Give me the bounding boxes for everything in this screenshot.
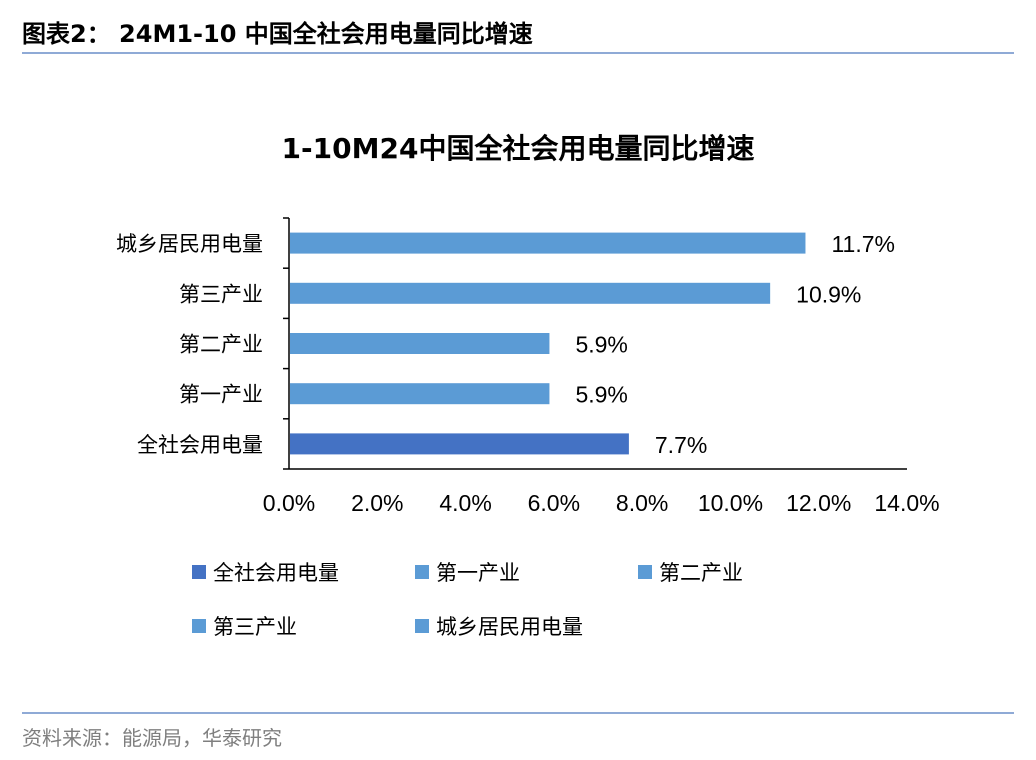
category-label-5: 城乡居民用电量	[116, 232, 263, 256]
category-label-1: 全社会用电量	[137, 433, 263, 457]
x-tick-label-1: 2.0%	[351, 490, 403, 516]
data-label-2: 5.9%	[575, 382, 627, 408]
legend-swatch-2	[415, 565, 429, 579]
bar-5	[290, 232, 806, 254]
legend-label-1: 全社会用电量	[213, 561, 339, 585]
bars-layer: 7.7% 5.9% 5.9% 10.9% 11.7%	[290, 231, 895, 458]
category-label-2: 第一产业	[179, 383, 263, 407]
x-tick-label-6: 12.0%	[786, 490, 851, 516]
x-tick-label-7: 14.0%	[874, 490, 939, 516]
bar-chart: 1-10M24中国全社会用电量同比增速 7.7% 5.9% 5.9% 10.9% 11.…	[116, 132, 940, 639]
legend-swatch-5	[415, 619, 429, 633]
bar-2	[290, 383, 550, 405]
data-label-4: 10.9%	[796, 281, 861, 307]
legend-label-4: 第三产业	[213, 615, 297, 639]
footer-rule	[22, 712, 1014, 714]
legend-swatch-4	[192, 619, 206, 633]
x-tick-label-3: 6.0%	[528, 490, 580, 516]
figure-header: 图表2： 24M1-10 中国全社会用电量同比增速	[22, 20, 533, 48]
bar-4	[290, 282, 771, 304]
chart-title: 1-10M24中国全社会用电量同比增速	[282, 132, 755, 165]
category-label-4: 第三产业	[179, 282, 263, 306]
x-tick-label-0: 0.0%	[263, 490, 315, 516]
x-tick-label-2: 4.0%	[439, 490, 491, 516]
category-label-3: 第二产业	[179, 333, 263, 357]
x-tick-label-5: 10.0%	[698, 490, 763, 516]
bar-3	[290, 333, 550, 354]
legend-swatch-3	[638, 565, 652, 579]
legend-swatch-1	[192, 565, 206, 579]
source-note: 资料来源：能源局，华泰研究	[22, 726, 282, 750]
legend-label-2: 第一产业	[436, 561, 520, 585]
header-rule	[22, 52, 1014, 54]
data-label-1: 7.7%	[655, 432, 707, 458]
axes-layer: 全社会用电量 第一产业 第二产业 第三产业 城乡居民用电量 0.0% 2.0% 4.0% 6.0…	[116, 217, 940, 516]
data-label-5: 11.7%	[831, 231, 895, 257]
legend-label-5: 城乡居民用电量	[436, 615, 583, 639]
data-label-3: 5.9%	[575, 332, 627, 358]
bar-1	[290, 433, 629, 455]
x-tick-label-4: 8.0%	[616, 490, 668, 516]
legend-label-3: 第二产业	[659, 561, 743, 585]
